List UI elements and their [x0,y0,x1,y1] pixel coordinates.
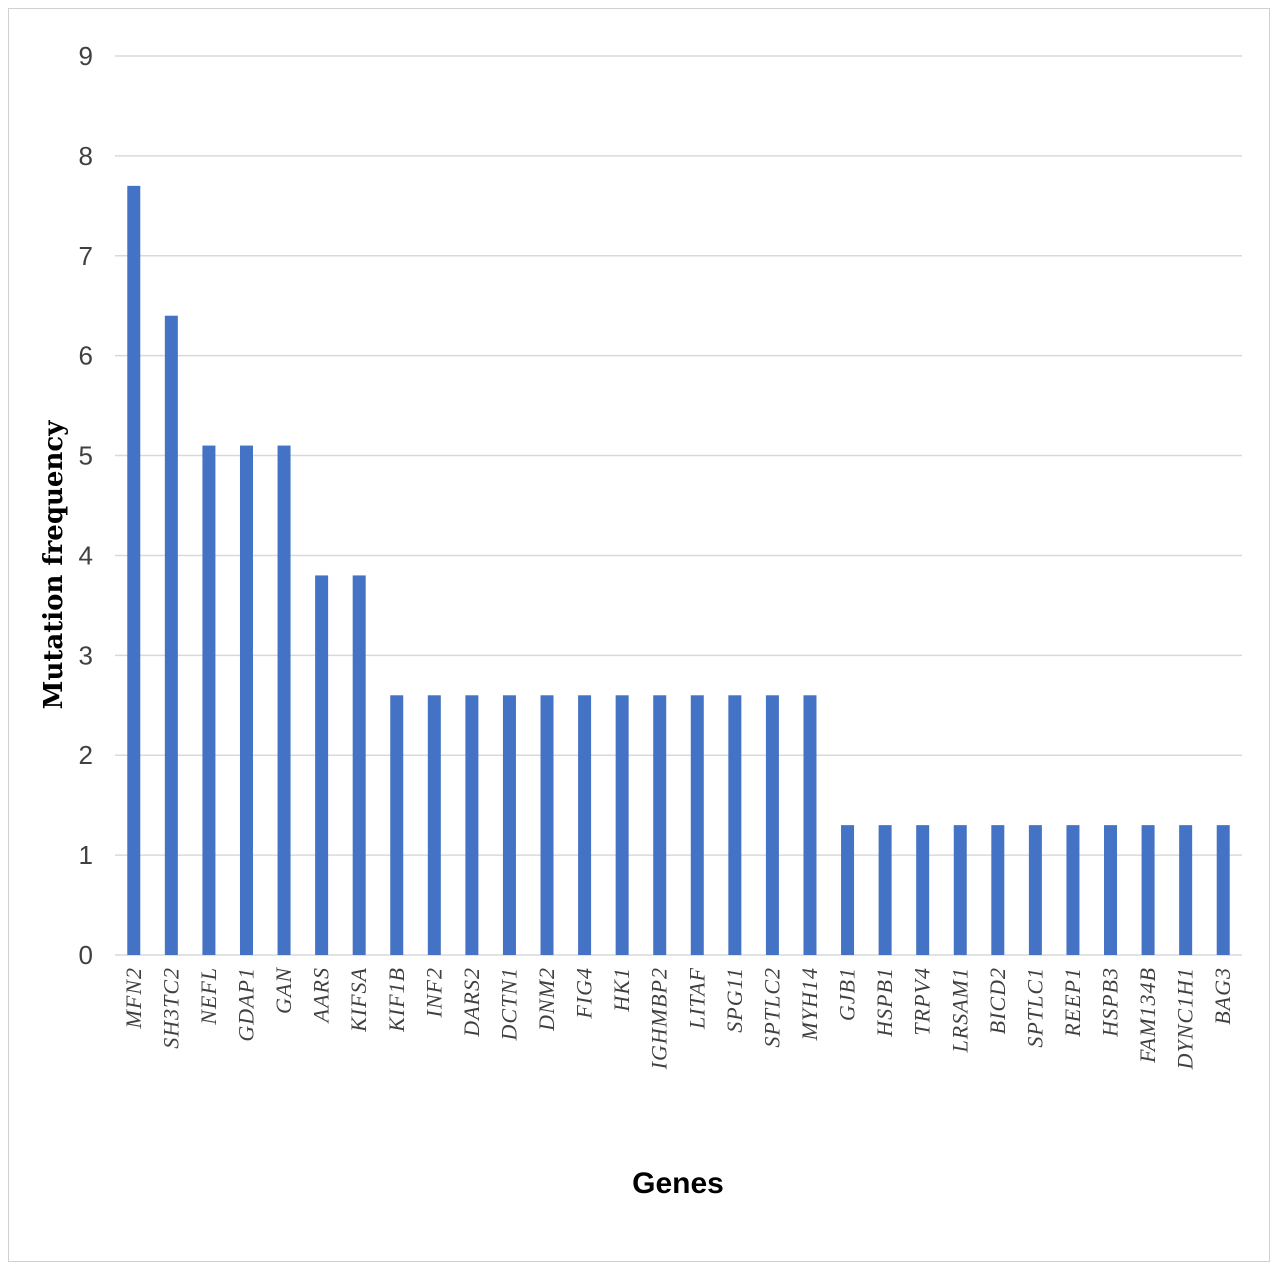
y-tick-label: 8 [79,141,93,171]
x-axis-title: Genes [632,1167,724,1200]
y-tick-label: 2 [79,740,93,770]
x-tick-label-sh3tc2: SH3TC2 [158,967,183,1049]
x-tick-label-bag3: BAG3 [1210,967,1235,1025]
bar-trpv4 [916,825,930,955]
y-tick-label: 1 [79,840,93,870]
bar-gdap1 [239,445,253,955]
y-tick-label: 9 [79,41,93,71]
y-axis-title: Mutation frequency [39,420,69,710]
x-tick-label-sptlc2: SPTLC2 [759,967,784,1048]
bar-nefl [202,445,216,955]
bar-dnm2 [540,695,554,955]
x-tick-label-hspb1: HSPB1 [872,967,897,1038]
bar-fam134b [1141,825,1155,955]
x-tick-label-gdap1: GDAP1 [233,967,258,1042]
x-tick-label-spg11: SPG11 [722,967,747,1033]
bar-inf2 [427,695,441,955]
x-tick-label-dync1h1: DYNC1H1 [1173,967,1198,1070]
x-tick-label-gjb1: GJB1 [835,967,860,1021]
bar-sptlc1 [1028,825,1042,955]
bar-bicd2 [991,825,1005,955]
x-tick-label-hspb3: HSPB3 [1098,967,1123,1038]
x-tick-label-fam134b: FAM134B [1135,967,1160,1064]
bar-litaf [690,695,704,955]
bar-gjb1 [841,825,855,955]
bar-fig4 [578,695,592,955]
x-tick-label-mfn2: MFN2 [121,967,146,1029]
bar-lrsam1 [953,825,967,955]
bar-dync1h1 [1179,825,1193,955]
x-axis-labels: MFN2 SH3TC2 NEFL GDAP1 GAN AARS KIFSA KIF1B INF2… [121,967,1235,1071]
y-tick-label: 3 [79,640,93,670]
x-tick-label-hk1: HK1 [609,967,634,1013]
y-tick-label: 5 [79,441,93,471]
bar-dars2 [465,695,479,955]
bar-hspb3 [1104,825,1118,955]
x-tick-label-gan: GAN [271,967,296,1014]
x-tick-label-dars2: DARS2 [459,967,484,1038]
bar-gan [277,445,291,955]
bar-kifsa [352,575,366,955]
y-tick-label: 7 [79,241,93,271]
x-tick-label-reep1: REEP1 [1060,967,1085,1038]
bar-aars [315,575,329,955]
bar-hk1 [615,695,629,955]
bar-sptlc2 [765,695,779,955]
y-axis-ticks: 0 1 2 3 4 5 6 7 8 9 [79,41,93,970]
x-tick-label-kifsa: KIFSA [346,967,371,1033]
x-tick-label-bicd2: BICD2 [985,967,1010,1034]
x-tick-label-litaf: LITAF [684,967,709,1030]
chart-frame [8,8,1270,1262]
bar-dctn1 [502,695,516,955]
x-tick-label-lrsam1: LRSAM1 [947,967,972,1053]
bar-ighmbp2 [653,695,667,955]
bar-mfn2 [127,185,141,955]
y-tick-label: 0 [79,940,93,970]
x-tick-label-myh14: MYH14 [797,967,822,1041]
x-tick-label-sptlc1: SPTLC1 [1022,967,1047,1048]
bar-myh14 [803,695,817,955]
y-tick-label: 6 [79,341,93,371]
x-tick-label-inf2: INF2 [421,967,446,1018]
x-tick-label-dctn1: DCTN1 [496,967,521,1041]
x-tick-label-dnm2: DNM2 [534,967,559,1032]
bar-sh3tc2 [164,315,178,955]
bar-hspb1 [878,825,892,955]
x-tick-label-ighmbp2: IGHMBP2 [647,967,672,1070]
x-tick-label-aars: AARS [309,967,334,1024]
bars [127,185,1230,955]
bar-kif1b [390,695,404,955]
bar-reep1 [1066,825,1080,955]
x-tick-label-kif1b: KIF1B [384,967,409,1033]
x-tick-label-fig4: FIG4 [572,967,597,1020]
x-tick-label-trpv4: TRPV4 [910,967,935,1036]
bar-bag3 [1216,825,1230,955]
y-tick-label: 4 [79,540,93,570]
x-tick-label-nefl: NEFL [196,967,221,1026]
bar-spg11 [728,695,742,955]
gridlines [115,55,1242,956]
